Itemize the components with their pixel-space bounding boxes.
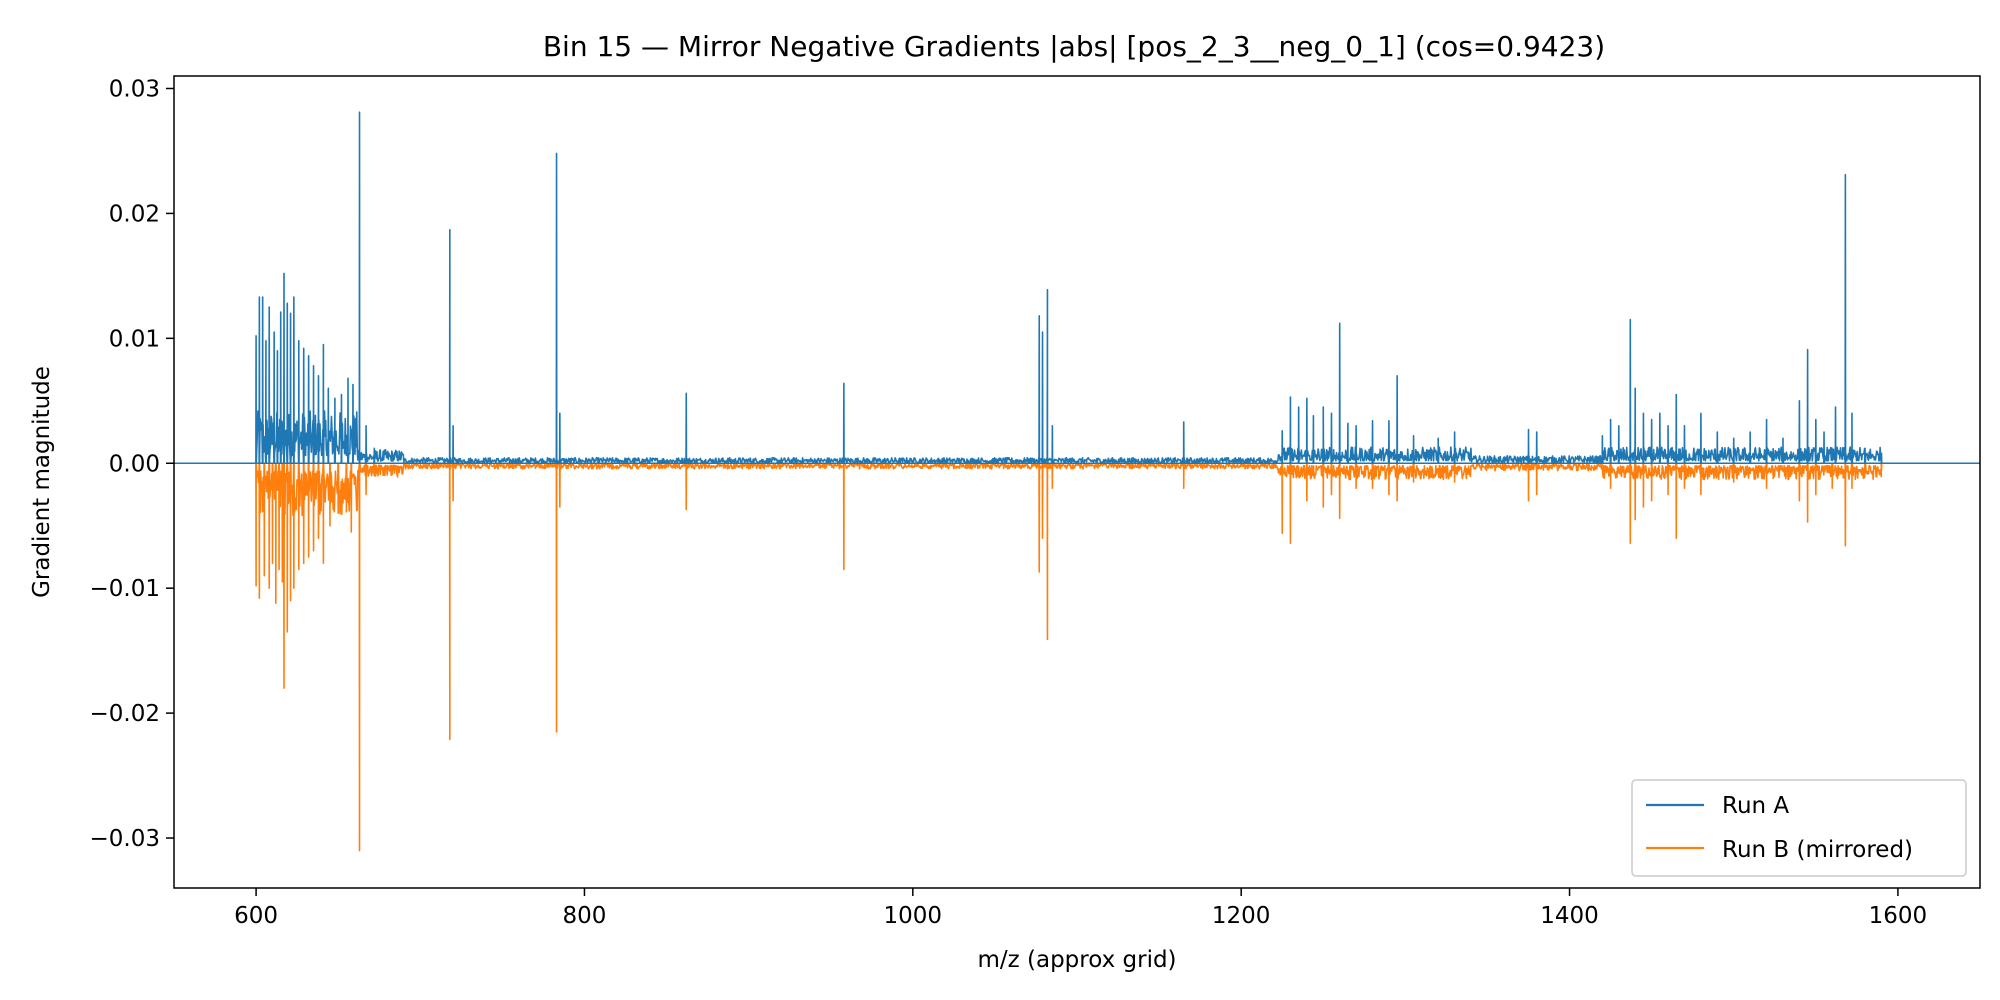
x-tick-label: 600 (234, 903, 278, 929)
legend-label-run-a: Run A (1722, 793, 1789, 819)
legend-label-run-b: Run B (mirrored) (1722, 837, 1913, 863)
y-axis-ticks: 0.03 0.02 0.01 0.00 −0.01 −0.02 −0.03 (90, 76, 174, 852)
y-axis-label: Gradient magnitude (29, 366, 55, 598)
y-tick-label: 0.03 (109, 76, 160, 102)
y-tick-label: 0.00 (109, 451, 160, 477)
y-tick-label: −0.02 (90, 701, 160, 727)
series-run-b-line (174, 462, 1980, 852)
x-axis-label: m/z (approx grid) (977, 947, 1176, 973)
series-layer (174, 111, 1980, 852)
x-tick-label: 1200 (1212, 903, 1271, 929)
y-tick-label: 0.02 (109, 201, 160, 227)
legend: Run A Run B (mirrored) (1631, 779, 1967, 877)
y-tick-label: −0.03 (90, 826, 160, 852)
legend-box (1631, 779, 1967, 877)
plot-area (174, 111, 1980, 852)
x-tick-label: 1000 (884, 903, 943, 929)
x-tick-label: 800 (563, 903, 607, 929)
y-tick-label: 0.01 (109, 326, 160, 352)
x-tick-label: 1400 (1540, 903, 1599, 929)
y-tick-label: −0.01 (90, 576, 160, 602)
chart-title: Bin 15 — Mirror Negative Gradients |abs|… (543, 30, 1605, 63)
series-run-a-line (174, 111, 1980, 465)
x-tick-label: 1600 (1869, 903, 1928, 929)
axes-frame (173, 75, 1981, 889)
x-axis-ticks: 600 800 1000 1200 1400 1600 (234, 888, 1927, 929)
